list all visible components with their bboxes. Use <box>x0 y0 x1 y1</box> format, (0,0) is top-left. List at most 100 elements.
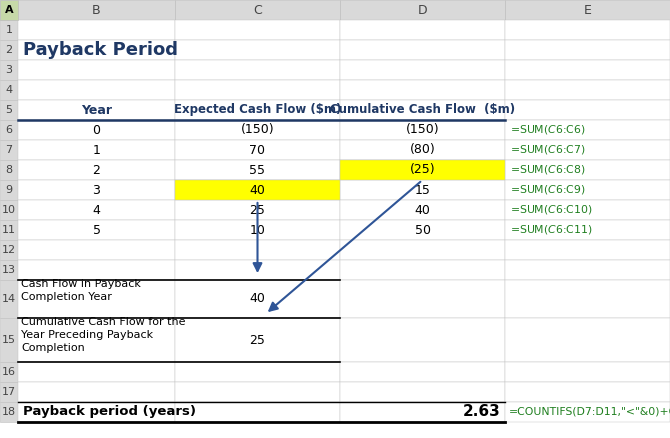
Text: 7: 7 <box>5 145 13 155</box>
Bar <box>18 180 175 200</box>
Text: =SUM($C$6:C8): =SUM($C$6:C8) <box>510 163 586 177</box>
Text: Cash Flow in Payback
Completion Year: Cash Flow in Payback Completion Year <box>21 279 141 302</box>
Bar <box>340 200 505 220</box>
Bar <box>18 318 175 362</box>
Text: 2: 2 <box>92 163 100 177</box>
Bar <box>18 100 175 120</box>
Bar <box>505 0 670 20</box>
Bar <box>505 382 670 402</box>
Text: 5: 5 <box>92 223 100 237</box>
Bar <box>505 20 670 40</box>
Bar <box>0 60 18 80</box>
Text: 3: 3 <box>5 65 13 75</box>
Bar <box>0 0 18 20</box>
Text: 0: 0 <box>92 124 100 137</box>
Bar <box>505 140 670 160</box>
Bar <box>0 200 18 220</box>
Text: 55: 55 <box>249 163 265 177</box>
Bar <box>505 200 670 220</box>
Bar <box>340 382 505 402</box>
Bar <box>175 362 340 382</box>
Text: Expected Cash Flow ($m): Expected Cash Flow ($m) <box>174 103 341 117</box>
Bar <box>0 362 18 382</box>
Bar <box>505 240 670 260</box>
Bar <box>340 240 505 260</box>
Bar <box>175 40 340 60</box>
Text: =SUM($C$6:C9): =SUM($C$6:C9) <box>510 184 586 197</box>
Text: 16: 16 <box>2 367 16 377</box>
Bar <box>0 220 18 240</box>
Text: =SUM($C$6:C11): =SUM($C$6:C11) <box>510 223 592 237</box>
Bar <box>340 60 505 80</box>
Text: 25: 25 <box>249 333 265 346</box>
Bar <box>340 20 505 40</box>
Bar <box>340 140 505 160</box>
Text: 15: 15 <box>415 184 430 197</box>
Bar <box>505 160 670 180</box>
Text: 50: 50 <box>415 223 431 237</box>
Bar <box>340 100 505 120</box>
Bar <box>175 180 340 200</box>
Bar <box>175 0 340 20</box>
Bar <box>175 220 340 240</box>
Text: B: B <box>92 4 100 17</box>
Bar <box>175 200 340 220</box>
Text: Payback Period: Payback Period <box>23 41 178 59</box>
Bar <box>175 60 340 80</box>
Text: 5: 5 <box>5 105 13 115</box>
Bar <box>505 100 670 120</box>
Text: 13: 13 <box>2 265 16 275</box>
Text: 3: 3 <box>92 184 100 197</box>
Bar <box>505 318 670 362</box>
Bar <box>0 280 18 318</box>
Text: 1: 1 <box>5 25 13 35</box>
Bar <box>18 40 175 60</box>
Bar <box>18 382 175 402</box>
Text: 70: 70 <box>249 144 265 156</box>
Text: Year: Year <box>81 103 112 117</box>
Bar <box>175 240 340 260</box>
Text: 17: 17 <box>2 387 16 397</box>
Text: 2: 2 <box>5 45 13 55</box>
Text: Cumulative Cash Flow for the
Year Preceding Payback
Completion: Cumulative Cash Flow for the Year Preced… <box>21 317 186 353</box>
Bar <box>18 280 175 318</box>
Bar <box>175 100 340 120</box>
Bar <box>0 120 18 140</box>
Text: 18: 18 <box>2 407 16 417</box>
Bar <box>18 0 175 20</box>
Text: =SUM($C$6:C10): =SUM($C$6:C10) <box>510 204 592 216</box>
Text: (25): (25) <box>409 163 436 177</box>
Text: (80): (80) <box>409 144 436 156</box>
Text: (150): (150) <box>406 124 440 137</box>
Bar <box>505 180 670 200</box>
Bar <box>18 140 175 160</box>
Bar <box>340 120 505 140</box>
Bar <box>340 180 505 200</box>
Bar <box>505 220 670 240</box>
Text: D: D <box>417 4 427 17</box>
Text: (150): (150) <box>241 124 274 137</box>
Bar <box>175 318 340 362</box>
Bar <box>340 40 505 60</box>
Bar <box>0 0 18 20</box>
Text: A: A <box>5 5 13 15</box>
Bar <box>505 120 670 140</box>
Bar <box>505 280 670 318</box>
Bar <box>175 80 340 100</box>
Text: Payback period (years): Payback period (years) <box>23 406 196 418</box>
Text: 14: 14 <box>2 294 16 304</box>
Text: 12: 12 <box>2 245 16 255</box>
Bar <box>340 362 505 382</box>
Bar <box>175 140 340 160</box>
Bar <box>0 40 18 60</box>
Bar <box>18 402 175 422</box>
Bar <box>340 80 505 100</box>
Bar <box>505 402 670 422</box>
Text: =COUNTIFS(D7:D11,"<"&0)+C15/C14: =COUNTIFS(D7:D11,"<"&0)+C15/C14 <box>509 407 670 417</box>
Bar <box>0 80 18 100</box>
Bar <box>340 220 505 240</box>
Bar <box>0 20 18 40</box>
Bar <box>505 260 670 280</box>
Bar <box>340 0 505 20</box>
Bar <box>0 100 18 120</box>
